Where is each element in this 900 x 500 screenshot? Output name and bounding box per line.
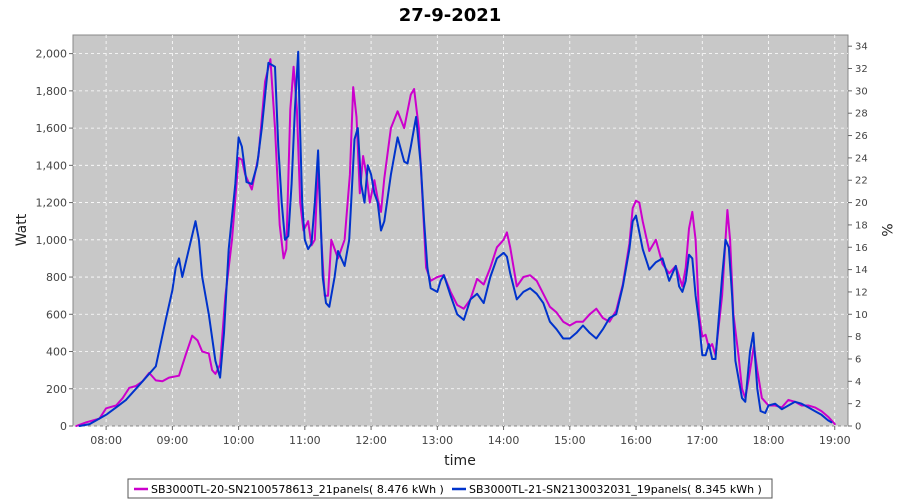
y2-tick-label: 22 [855,176,868,187]
y-tick-label: 0 [60,420,67,433]
y2-tick-label: 0 [855,422,861,433]
x-tick-label: 11:00 [289,434,321,447]
y2-tick-label: 20 [855,198,868,209]
series-layer [75,50,836,427]
x-tick-label: 14:00 [488,434,520,447]
y-tick-label: 1,600 [36,122,68,135]
x-tick-label: 09:00 [157,434,189,447]
x-tick-label: 13:00 [421,434,453,447]
y2-tick-label: 12 [855,287,868,298]
y2-tick-label: 16 [855,243,868,254]
series-line-2 [78,50,833,427]
y2-tick-label: 10 [855,310,868,321]
y2-tick-label: 18 [855,220,868,231]
y2-axis-label: % [878,223,894,236]
legend: SB3000TL-20-SN2100578613_21panels( 8.476… [127,478,773,499]
legend-box [127,478,773,499]
x-tick-label: 08:00 [90,434,122,447]
legend-label-1: SB3000TL-20-SN2100578613_21panels( 8.476… [151,483,444,496]
y-tick-label: 400 [46,346,67,359]
y2-tick-label: 24 [855,153,868,164]
y2-tick-label: 4 [855,377,861,388]
y2-tick-label: 26 [855,131,868,142]
y-tick-label: 200 [46,383,67,396]
y2-tick-label: 30 [855,86,868,97]
y-tick-label: 800 [46,271,67,284]
y-tick-label: 1,400 [36,159,68,172]
x-axis: 08:00 09:00 10:00 11:00 12:00 13:00 14:00 15:00… [90,426,851,447]
y2-tick-label: 14 [855,265,868,276]
y2-tick-label: 8 [855,332,861,343]
x-tick-label: 10:00 [223,434,255,447]
y-tick-label: 600 [46,308,67,321]
y-tick-label: 2,000 [36,48,68,61]
x-tick-label: 19:00 [819,434,851,447]
y2-tick-label: 28 [855,109,868,120]
y2-tick-label: 32 [855,64,868,75]
chart-title: 27-9-2021 [399,5,502,26]
x-tick-label: 12:00 [355,434,387,447]
x-tick-label: 18:00 [753,434,785,447]
y-tick-label: 1,200 [36,197,68,210]
x-tick-label: 17:00 [686,434,718,447]
y2-tick-label: 6 [855,354,861,365]
legend-label-2: SB3000TL-21-SN2130032031_19panels( 8.345… [469,483,762,496]
plot-area [72,34,849,427]
x-tick-label: 16:00 [620,434,652,447]
y-tick-label: 1,800 [36,85,68,98]
y-tick-label: 1,000 [36,234,68,247]
y-axis-label: Watt [14,213,30,246]
y-axis: 0 200 400 600 800 1,000 1,200 1,400 1,600 1,800 2,… [36,48,73,433]
x-axis-label: time [444,453,476,469]
x-tick-label: 15:00 [554,434,586,447]
grid [73,35,848,427]
y2-tick-label: 34 [855,42,868,53]
y2-tick-label: 2 [855,399,861,410]
